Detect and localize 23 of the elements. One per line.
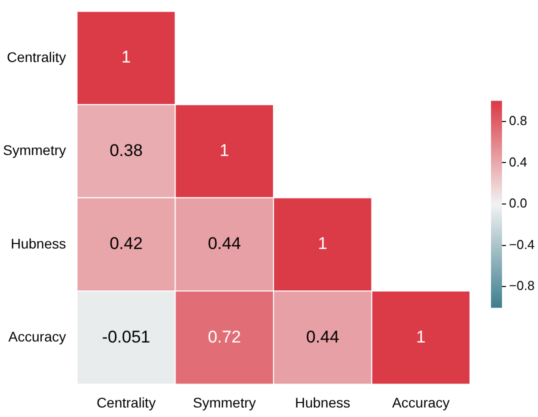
data-label: 0.72 <box>208 327 241 346</box>
color-bar-label: 0.4 <box>509 154 528 170</box>
y-tick-label: Accuracy <box>8 328 66 344</box>
data-label: 0.44 <box>208 234 241 254</box>
data-label: 1 <box>416 327 426 346</box>
data-label: 1 <box>220 140 230 160</box>
x-tick-label: Accuracy <box>392 394 450 410</box>
y-tick-label: Symmetry <box>3 142 66 158</box>
data-label: 0.38 <box>110 140 143 160</box>
color-bar-label: 0.0 <box>509 196 528 211</box>
data-label: 0.42 <box>110 234 143 254</box>
color-bar-label: −0.4 <box>509 236 535 252</box>
color-bar-label: −0.8 <box>509 278 535 294</box>
data-label: 0.44 <box>306 327 340 346</box>
y-tick-label: Centrality <box>6 48 66 65</box>
x-tick-label: Centrality <box>96 394 156 410</box>
data-label: -0.051 <box>102 327 150 346</box>
color-bar-label: 0.8 <box>509 113 528 128</box>
y-tick-label: Hubness <box>10 235 66 252</box>
x-tick-label: Symmetry <box>192 394 256 410</box>
x-tick-label: Hubness <box>294 394 350 410</box>
data-label: 1 <box>318 234 328 254</box>
data-label: 1 <box>121 48 131 67</box>
